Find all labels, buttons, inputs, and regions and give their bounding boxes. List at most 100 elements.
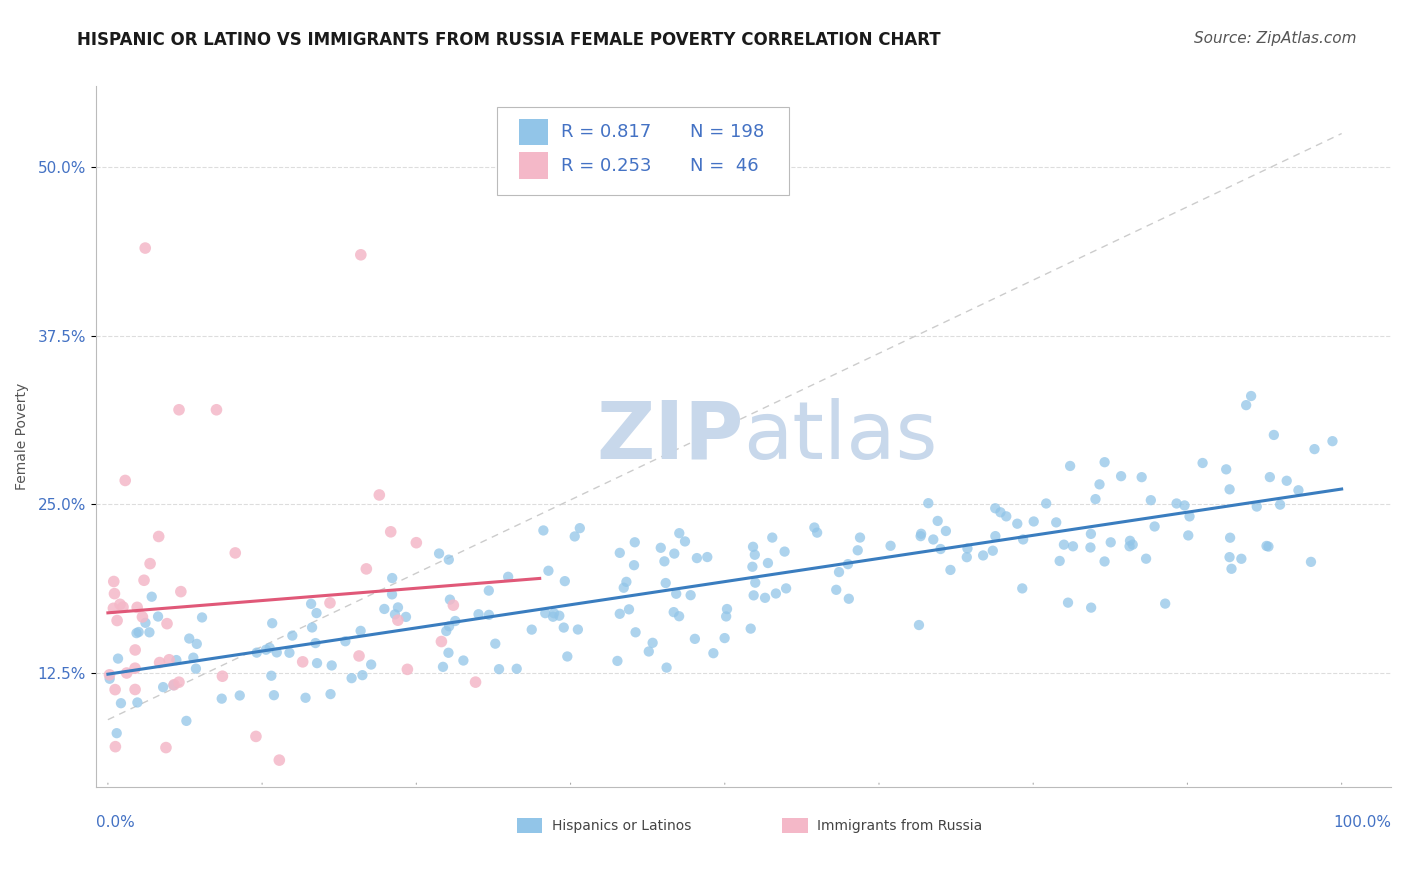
Point (806, 525, 828, 540)
Point (439, 592, 461, 607)
Point (713, 631, 735, 645)
Point (488, 662, 510, 676)
Point (1230, 551, 1253, 566)
Point (922, 533, 945, 547)
Point (929, 541, 952, 556)
Point (742, 588, 765, 602)
Point (506, 662, 529, 676)
Point (373, 602, 395, 616)
Point (107, 651, 129, 665)
Point (156, 616, 179, 631)
Point (176, 714, 198, 728)
Point (224, 546, 246, 560)
Point (1088, 477, 1111, 491)
Bar (519, 119, 548, 145)
Point (259, 640, 281, 655)
Point (696, 549, 718, 564)
Point (554, 574, 576, 589)
Point (146, 609, 169, 624)
Point (434, 624, 457, 638)
Point (935, 524, 957, 538)
Point (437, 619, 460, 633)
Point (1257, 540, 1279, 554)
Point (879, 539, 901, 553)
Point (437, 646, 460, 660)
Text: 100.0%: 100.0% (1333, 815, 1391, 830)
Point (838, 591, 860, 606)
Point (269, 753, 291, 767)
Point (623, 558, 645, 573)
Point (541, 609, 564, 624)
Point (972, 549, 994, 563)
Point (152, 680, 174, 694)
Point (1268, 498, 1291, 512)
Point (673, 534, 696, 549)
Text: R = 0.253: R = 0.253 (561, 156, 651, 175)
Point (430, 634, 453, 648)
Point (1258, 470, 1281, 484)
Point (849, 531, 872, 545)
Point (229, 689, 252, 703)
Point (245, 730, 267, 744)
Point (1256, 539, 1278, 553)
Point (1059, 458, 1081, 473)
Point (1045, 516, 1067, 530)
Point (1049, 554, 1071, 568)
Point (467, 607, 489, 622)
Point (278, 646, 301, 660)
Point (266, 645, 288, 659)
Point (211, 691, 233, 706)
Point (246, 646, 269, 660)
Point (981, 543, 1004, 558)
Point (301, 620, 323, 634)
Point (662, 605, 685, 619)
Point (654, 576, 676, 591)
Point (155, 740, 177, 755)
Point (1084, 492, 1107, 507)
Point (637, 644, 659, 658)
Point (616, 574, 638, 589)
Text: HISPANIC OR LATINO VS IMMIGRANTS FROM RUSSIA FEMALE POVERTY CORRELATION CHART: HISPANIC OR LATINO VS IMMIGRANTS FROM RU… (77, 31, 941, 49)
Point (167, 675, 190, 690)
Point (543, 607, 565, 621)
Point (478, 583, 501, 598)
Point (211, 669, 233, 683)
Point (464, 675, 486, 690)
FancyBboxPatch shape (498, 107, 789, 195)
Point (184, 662, 207, 676)
Point (1173, 499, 1195, 513)
Point (186, 637, 208, 651)
Point (205, 402, 228, 417)
Point (1219, 531, 1241, 545)
Point (683, 632, 706, 646)
Point (305, 606, 328, 620)
Point (103, 574, 125, 589)
Point (263, 688, 285, 702)
Point (910, 529, 932, 543)
Point (1022, 515, 1045, 529)
Point (478, 607, 501, 622)
Point (1062, 539, 1084, 553)
Point (396, 662, 419, 676)
Point (837, 557, 859, 571)
Text: N = 198: N = 198 (690, 123, 765, 141)
Text: R = 0.817: R = 0.817 (561, 123, 651, 141)
Point (1099, 535, 1122, 549)
Point (111, 600, 134, 615)
Point (765, 586, 787, 600)
Point (1140, 493, 1163, 508)
Point (321, 658, 343, 673)
Point (908, 618, 931, 632)
Point (124, 661, 146, 675)
Point (395, 610, 418, 624)
Point (360, 657, 382, 672)
Point (165, 653, 187, 667)
Point (567, 623, 589, 637)
Point (1299, 555, 1322, 569)
Point (956, 550, 979, 565)
Point (134, 615, 156, 630)
Point (520, 623, 543, 637)
Point (650, 541, 672, 555)
Point (1035, 496, 1057, 510)
Point (163, 678, 186, 692)
